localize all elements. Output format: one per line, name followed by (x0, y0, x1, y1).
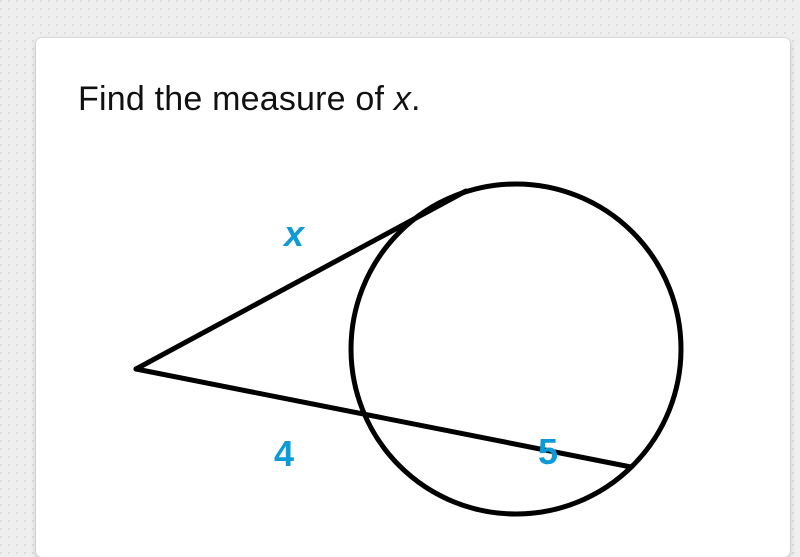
question-card: Find the measure of x. x 4 5 (36, 38, 790, 557)
figure-circle (351, 184, 681, 514)
geometry-figure: x 4 5 (76, 129, 756, 549)
figure-svg (76, 129, 756, 549)
label-x: x (284, 213, 304, 255)
page-background: Find the measure of x. x 4 5 (0, 0, 800, 557)
label-far-segment: 5 (538, 431, 558, 473)
label-near-segment: 4 (274, 433, 294, 475)
question-variable: x (394, 80, 411, 118)
question-suffix: . (411, 80, 421, 118)
question-text: Find the measure of x. (78, 80, 750, 119)
question-prefix: Find the measure of (78, 80, 394, 118)
